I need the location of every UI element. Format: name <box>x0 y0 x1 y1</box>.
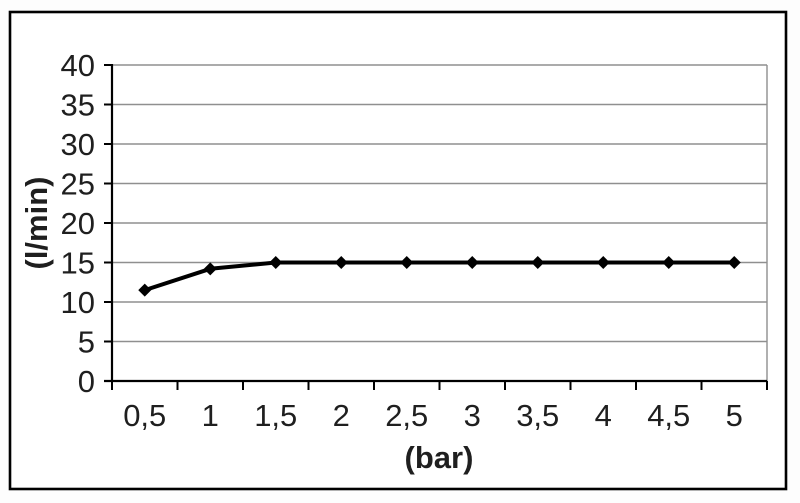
data-point-marker <box>269 256 283 269</box>
data-point-marker <box>203 262 217 276</box>
x-tick-label: 1,5 <box>254 398 297 433</box>
y-tick-label: 15 <box>61 246 95 281</box>
x-tick-label: 5 <box>726 398 743 433</box>
y-tick-label: 25 <box>61 167 95 202</box>
data-point-marker <box>596 256 610 269</box>
x-tick-label: 4,5 <box>647 398 690 433</box>
y-tick-labels: 0 5 10 15 20 25 30 35 40 <box>61 48 95 399</box>
x-tick-label: 2 <box>333 398 350 433</box>
data-point-marker <box>334 256 348 269</box>
y-axis-title: (l/min) <box>19 177 54 270</box>
x-tick-label: 3 <box>464 398 481 433</box>
x-tick-label: 0,5 <box>123 398 166 433</box>
data-point-marker <box>465 256 479 269</box>
x-axis-title: (bar) <box>405 440 474 475</box>
data-series <box>138 256 741 297</box>
data-series-line <box>142 260 737 293</box>
y-tick-label: 10 <box>61 285 95 320</box>
data-point-marker <box>400 256 414 269</box>
y-tick-label: 35 <box>61 88 95 123</box>
data-point-marker <box>727 256 741 269</box>
data-point-marker <box>138 283 152 297</box>
x-tick-label: 1 <box>202 398 219 433</box>
data-point-marker <box>662 256 676 269</box>
x-tick-labels: 0,5 1 1,5 2 2,5 3 3,5 4 4,5 5 <box>123 398 743 433</box>
x-tick-label: 2,5 <box>385 398 428 433</box>
y-tick-label: 0 <box>78 364 95 399</box>
tick-marks <box>104 64 768 390</box>
data-point-marker <box>531 256 545 269</box>
gridlines <box>112 64 768 381</box>
y-tick-label: 40 <box>61 48 95 83</box>
y-tick-label: 5 <box>78 325 95 360</box>
y-tick-label: 20 <box>61 206 95 241</box>
chart-frame <box>8 10 788 491</box>
x-tick-label: 4 <box>595 398 612 433</box>
y-tick-label: 30 <box>61 127 95 162</box>
x-tick-label: 3,5 <box>516 398 559 433</box>
